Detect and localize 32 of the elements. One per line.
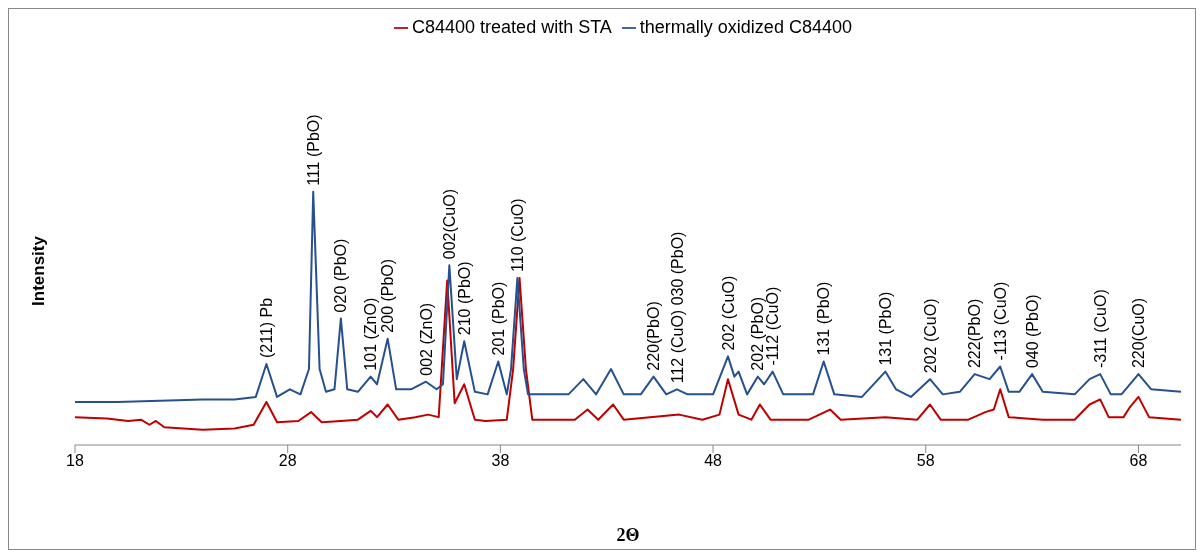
- annotation: -311 (CuO): [1091, 289, 1109, 369]
- annotation: 220(CuO): [1130, 297, 1148, 369]
- annotation: 131 (PbO): [815, 281, 833, 356]
- annotation: -113 (CuO): [991, 281, 1009, 361]
- annotation: 002 (ZnO): [417, 302, 435, 376]
- annotation: 220(PbO): [645, 301, 663, 371]
- annotation: 202 (CuO): [921, 298, 939, 374]
- annotation: 040 (PbO): [1023, 294, 1041, 369]
- x-tick-label: 48: [704, 452, 723, 470]
- annotation: 111 (PbO): [304, 114, 322, 186]
- annotation: 210 (PbO): [455, 261, 473, 336]
- annotation: 020 (PbO): [332, 238, 350, 313]
- annotation: 222(PbO): [966, 298, 984, 369]
- x-tick-label: 28: [278, 452, 297, 470]
- annotation: 200 (PbO): [379, 258, 397, 333]
- annotation: 202 (PbO): [749, 296, 767, 371]
- annotation: 002(CuO): [440, 189, 458, 260]
- annotation: 101 (ZnO): [362, 297, 380, 371]
- annotation: 201 (PbO): [489, 281, 507, 356]
- x-tick-label: 58: [916, 452, 935, 470]
- legend-label: thermally oxidized C84400: [639, 17, 852, 37]
- x-tick-label: 18: [66, 452, 84, 470]
- annotation: 131 (PbO): [876, 291, 894, 366]
- annotation: 202 (CuO): [719, 275, 737, 351]
- x-tick-label: 68: [1129, 452, 1148, 470]
- annotation: 110 (CuO): [509, 198, 526, 272]
- x-axis-title: 2Θ: [616, 525, 640, 545]
- annotation: 112 (CuO) 030 (PbO): [668, 231, 686, 384]
- annotation: (211) Pb: [258, 297, 276, 358]
- x-tick-label: 38: [491, 452, 510, 470]
- y-axis-title: Intensity: [29, 236, 49, 306]
- legend-label: C84400 treated with STA: [412, 17, 612, 37]
